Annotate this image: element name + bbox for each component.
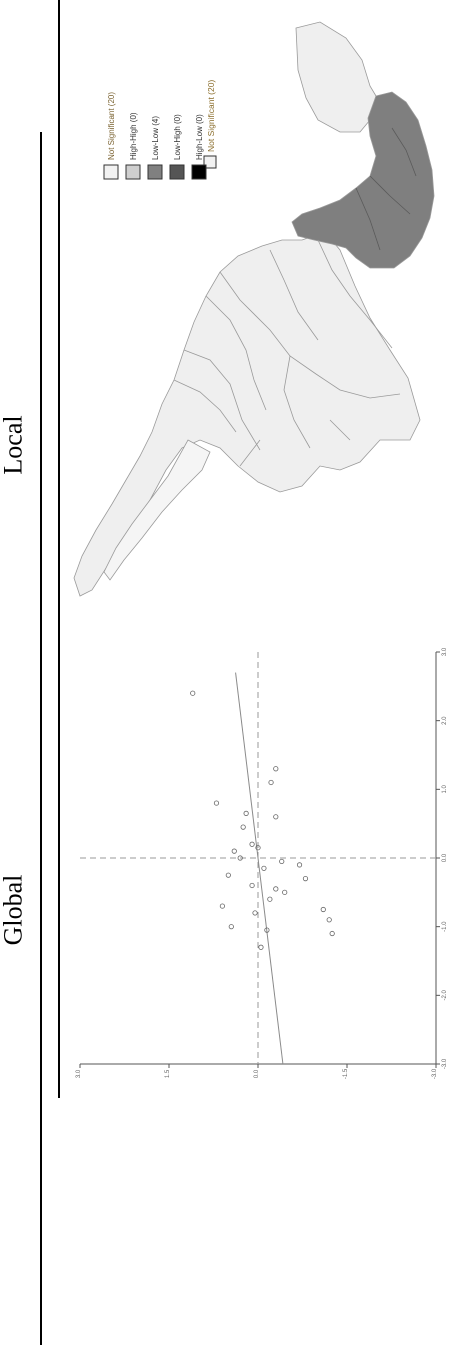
- map-cluster-low-low: [291, 91, 435, 269]
- scatter-point: [237, 855, 243, 861]
- legend-svg: Not Significant (20) High-High (0) Low-L…: [103, 92, 207, 180]
- scatter-point: [320, 906, 326, 913]
- x-tick-label: 3.0: [442, 647, 448, 656]
- y-tick-label: -3.0: [432, 1068, 438, 1079]
- scatter-point: [267, 896, 273, 902]
- y-tick-label: 0.0: [254, 1069, 260, 1078]
- scatter-point: [231, 848, 237, 854]
- x-tick-label: -1.0: [442, 921, 448, 932]
- scatter-point: [249, 882, 255, 889]
- x-tick-label: -2.0: [442, 990, 448, 1001]
- legend-row-0: Not Significant (20): [103, 92, 119, 180]
- map-legend-list: Not Significant (20) High-High (0) Low-L…: [102, 30, 212, 190]
- scatter-point: [268, 779, 274, 786]
- scatter-point: [190, 690, 196, 696]
- legend-row-3: Low-High (0): [169, 114, 185, 180]
- map-regions: [73, 21, 435, 597]
- scatter-point: [258, 944, 264, 950]
- scatter-point: [326, 917, 332, 923]
- scatter-point: [261, 865, 267, 871]
- legend-row-1: High-High (0): [125, 112, 141, 180]
- map-cluster-borders: [355, 127, 417, 251]
- section-label-global: Global: [0, 874, 28, 946]
- scatter-svg: -3.0 -2.0 -1.0 0.0 1.0 2.0 3.0 -3.0 -1.5 0.0 1.5 3.…: [76, 647, 448, 1079]
- legend-row-2: Low-Low (4): [147, 116, 163, 180]
- y-tick-label: 1.5: [165, 1069, 171, 1078]
- legend-label-3: Low-High (0): [173, 114, 182, 160]
- scatter-point: [252, 910, 258, 916]
- legend-label-4: High-Low (0): [195, 114, 204, 160]
- section-label-local: Local: [0, 415, 28, 475]
- scatter-point: [213, 800, 220, 806]
- x-tick-label: 2.0: [442, 716, 448, 725]
- scatter-point: [240, 824, 246, 830]
- scatter-point: [273, 766, 279, 772]
- regression-line: [235, 672, 284, 1065]
- scatter-point: [249, 841, 255, 847]
- x-tick-label: -3.0: [442, 1058, 448, 1069]
- scatter-point: [282, 889, 288, 895]
- legend-label-1: High-High (0): [129, 112, 138, 160]
- map-region-north: [295, 21, 377, 133]
- y-tick-label: -1.5: [343, 1068, 349, 1079]
- top-rule: [58, 0, 60, 1098]
- map-region-peninsula: [103, 439, 211, 581]
- scatter-reference-lines: [80, 652, 436, 1065]
- moran-scatter-plot: -3.0 -2.0 -1.0 0.0 1.0 2.0 3.0 -3.0 -1.5 0.0 1.5 3.…: [70, 640, 454, 1080]
- scatter-point: [264, 927, 270, 933]
- scatter-point: [228, 924, 234, 930]
- legend-label-0: Not Significant (20): [107, 92, 116, 160]
- scatter-point: [329, 930, 335, 937]
- legend-label-not-significant: Not Significant (20): [206, 80, 216, 152]
- scatter-points: [190, 690, 335, 950]
- scatter-point: [243, 810, 249, 816]
- map-internal-borders: [173, 239, 401, 467]
- scatter-tick-labels: -3.0 -2.0 -1.0 0.0 1.0 2.0 3.0 -3.0 -1.5 0.0 1.5 3.…: [76, 647, 448, 1079]
- x-tick-label: 1.0: [442, 785, 448, 794]
- scatter-point: [279, 858, 285, 865]
- legend-label-2: Low-Low (4): [151, 116, 160, 160]
- cluster-map-figure: Not Significant (20): [73, 21, 435, 597]
- x-tick-label: 0.0: [442, 853, 448, 862]
- map-legend: Not Significant (20): [203, 80, 217, 169]
- scatter-point: [255, 845, 261, 851]
- lisa-cluster-map: Not Significant (20): [70, 0, 454, 605]
- legend-row-4: High-Low (0): [191, 114, 207, 180]
- scatter-point: [296, 862, 303, 868]
- scatter-point: [273, 814, 279, 820]
- y-tick-label: 3.0: [76, 1069, 82, 1078]
- scatter-point: [225, 872, 231, 878]
- scatter-point: [219, 903, 225, 909]
- scatter-point: [302, 876, 309, 882]
- scatter-point: [273, 886, 279, 892]
- bottom-rule: [40, 132, 42, 1345]
- legend-item: Not Significant (20): [203, 80, 217, 169]
